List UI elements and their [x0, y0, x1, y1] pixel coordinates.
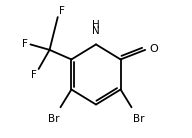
Text: Br: Br: [133, 114, 144, 124]
Text: F: F: [59, 6, 65, 16]
Text: F: F: [22, 39, 28, 49]
Text: O: O: [149, 43, 158, 54]
Text: Br: Br: [48, 114, 59, 124]
Text: H: H: [92, 20, 100, 30]
Text: N: N: [92, 26, 100, 36]
Text: F: F: [31, 70, 37, 80]
